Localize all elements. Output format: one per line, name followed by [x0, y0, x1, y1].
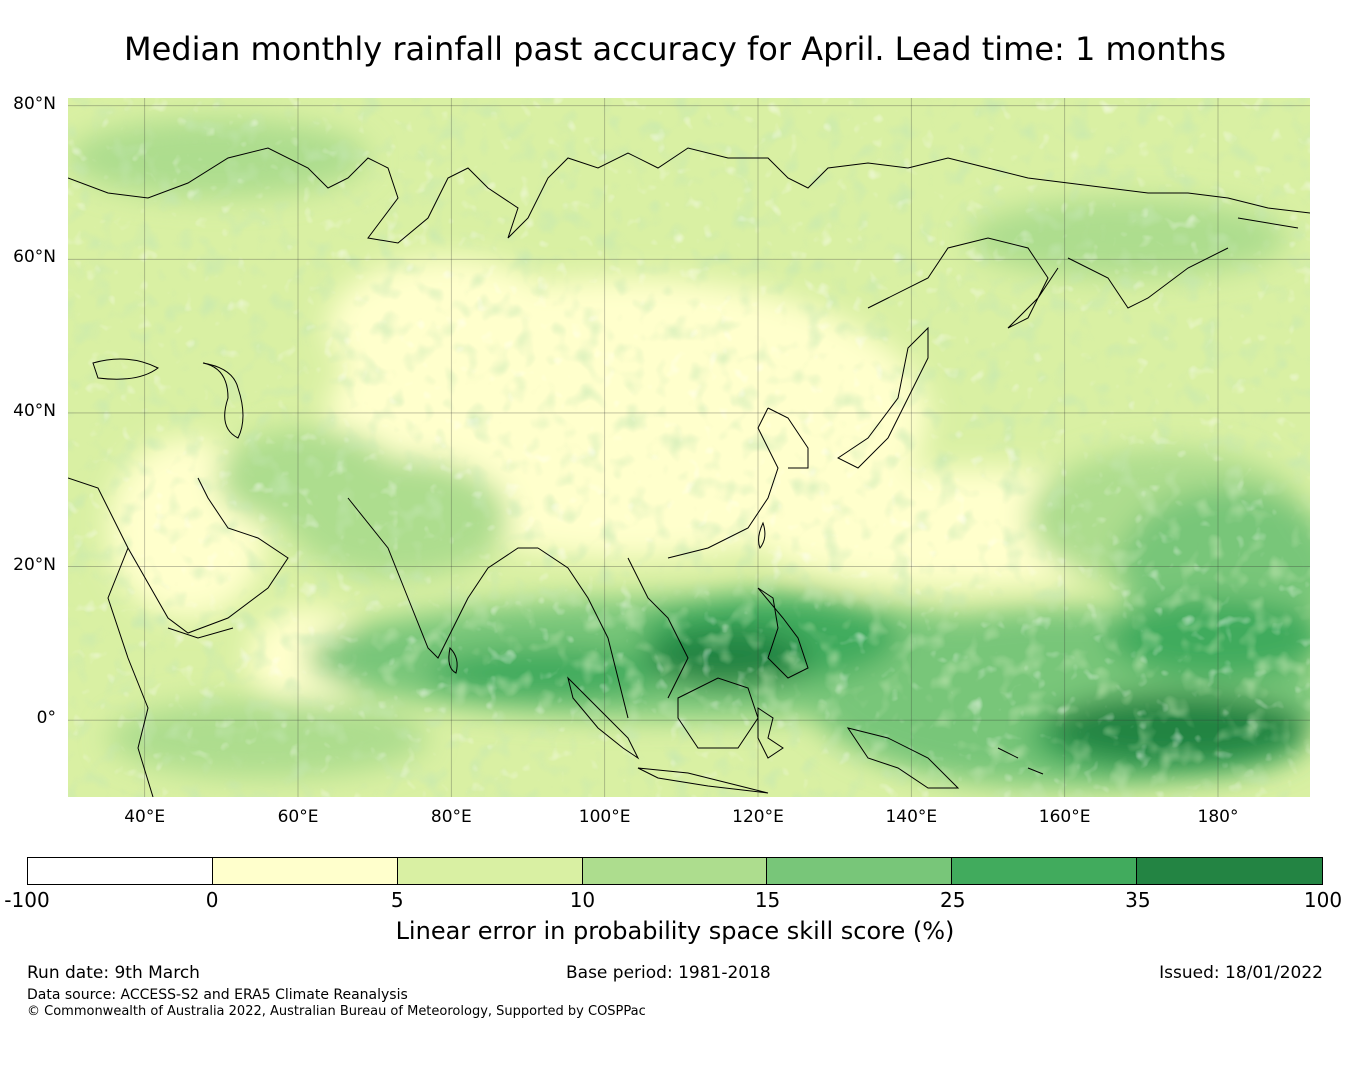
longitude-label: 160°E [1038, 807, 1091, 827]
issued-date: Issued: 18/01/2022 [1159, 963, 1323, 983]
longitude-label: 180° [1197, 807, 1239, 827]
coastlines [68, 147, 1310, 797]
chart-title: Median monthly rainfall past accuracy fo… [123, 30, 1227, 68]
longitude-label: 40°E [124, 807, 166, 827]
data-source: Data source: ACCESS-S2 and ERA5 Climate … [27, 987, 408, 1003]
colorbar-tick-label: 10 [569, 888, 596, 912]
colorbar-label: Linear error in probability space skill … [395, 917, 955, 945]
colorbar-segment [952, 858, 1138, 884]
latitude-label: 20°N [13, 554, 56, 575]
colorbar-segment [1137, 858, 1322, 884]
longitude-label: 60°E [277, 807, 319, 827]
colorbar-tick-label: -100 [4, 888, 50, 912]
latitude-label: 80°N [13, 93, 56, 114]
colorbar-segment [397, 858, 583, 884]
colorbar-tick-label: 15 [754, 888, 781, 912]
latitude-label: 60°N [13, 247, 56, 268]
colorbar-tick-label: 100 [1303, 888, 1343, 912]
copyright: © Commonwealth of Australia 2022, Austra… [27, 1004, 646, 1019]
longitude-label: 140°E [885, 807, 938, 827]
colorbar-segment [767, 858, 953, 884]
graticule [68, 98, 1310, 797]
skill-map [68, 98, 1310, 797]
latitude-label: 40°N [13, 400, 56, 421]
colorbar-tick-label: 0 [205, 888, 219, 912]
colorbar-segment [212, 858, 398, 884]
colorbar-segment [582, 858, 768, 884]
colorbar-tick-label: 25 [939, 888, 966, 912]
colorbar-tick-label: 35 [1125, 888, 1151, 912]
latitude-label: 0° [36, 708, 56, 729]
longitude-label: 120°E [732, 807, 784, 827]
colorbar [27, 857, 1323, 885]
colorbar-segment [28, 858, 213, 884]
run-date: Run date: 9th March [27, 963, 200, 983]
longitude-label: 100°E [578, 807, 631, 827]
base-period: Base period: 1981-2018 [566, 963, 771, 983]
colorbar-tick-label: 5 [390, 888, 404, 912]
longitude-label: 80°E [430, 807, 472, 827]
